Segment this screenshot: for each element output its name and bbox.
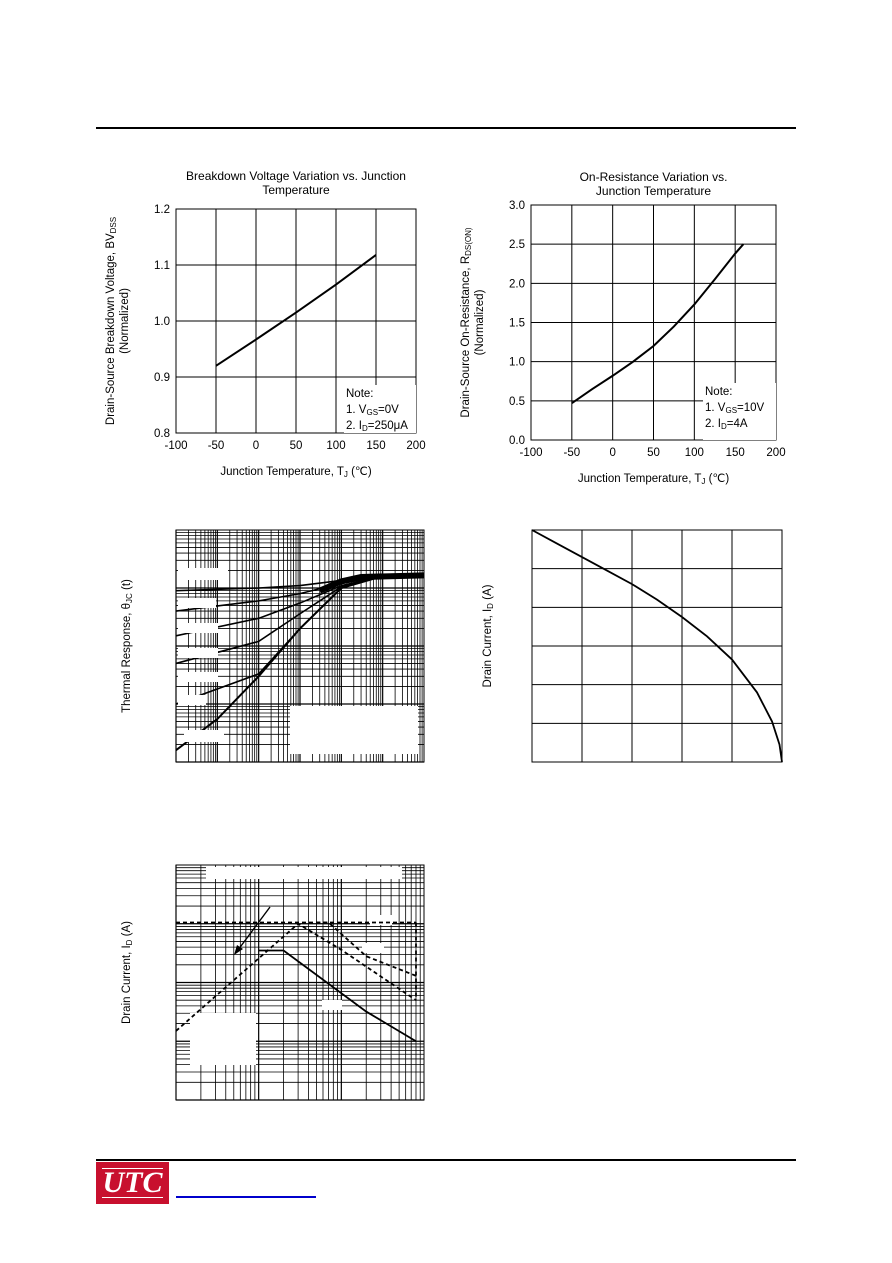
safe-operating-area-chart: Drain Current, ID (A) <box>121 864 425 1101</box>
soa-limit-line <box>316 921 417 977</box>
masked-label-area <box>362 943 384 953</box>
note-box <box>344 385 416 433</box>
x-tick-label: 50 <box>647 447 660 459</box>
masked-label-area <box>290 706 418 754</box>
y-tick-label: 1.1 <box>154 260 170 272</box>
x-tick-label: -50 <box>564 447 581 459</box>
x-tick-label: 100 <box>326 440 345 452</box>
y-tick-label: 2.5 <box>509 239 525 251</box>
masked-label-area <box>178 648 218 658</box>
note-title: Note: <box>705 386 733 398</box>
x-axis-label: Junction Temperature, TJ (℃) <box>220 466 372 479</box>
y-axis-label-normalized: (Normalized) <box>474 289 486 355</box>
y-tick-label: 0.9 <box>154 372 170 384</box>
x-tick-label: -50 <box>208 440 225 452</box>
x-tick-label: 200 <box>766 447 785 459</box>
masked-label-area <box>190 1013 256 1065</box>
drain-current-curve <box>531 529 783 763</box>
on-resistance-chart: On-Resistance Variation vs.Junction Temp… <box>460 170 786 486</box>
masked-label-area <box>178 623 218 633</box>
plot-frame <box>175 529 425 763</box>
chart-title-line: Breakdown Voltage Variation vs. Junction <box>186 169 406 183</box>
x-tick-label: 200 <box>406 440 425 452</box>
x-tick-label: -100 <box>519 447 542 459</box>
y-tick-label: 0.0 <box>509 435 525 447</box>
chart-title-line: Temperature <box>262 183 330 197</box>
x-tick-label: 0 <box>609 447 615 459</box>
y-axis-label: Thermal Response, θJC (t) <box>121 579 134 713</box>
series-line <box>215 254 377 367</box>
chart-title-line: On-Resistance Variation vs. <box>580 170 728 184</box>
y-tick-label: 3.0 <box>509 200 525 212</box>
annotation-arrowhead <box>234 945 243 955</box>
header-rule <box>96 127 796 129</box>
masked-label-area <box>178 672 218 682</box>
x-tick-label: 50 <box>290 440 303 452</box>
x-tick-label: 0 <box>253 440 259 452</box>
masked-label-area <box>184 730 224 742</box>
x-tick-label: -100 <box>164 440 187 452</box>
footer-link[interactable] <box>176 1195 316 1198</box>
x-tick-label: 150 <box>366 440 385 452</box>
plot-frame <box>531 529 783 763</box>
masked-label-area <box>178 568 228 580</box>
note-box <box>703 383 776 440</box>
x-tick-label: 100 <box>685 447 704 459</box>
footer-rule <box>96 1159 796 1161</box>
masked-label-area <box>178 695 206 705</box>
breakdown-voltage-chart: Breakdown Voltage Variation vs. Junction… <box>105 169 426 479</box>
masked-label-area <box>322 1000 342 1010</box>
thermal-response-chart: Thermal Response, θJC (t) <box>121 529 425 763</box>
y-tick-label: 1.0 <box>509 357 525 369</box>
series-line <box>571 243 745 405</box>
y-tick-label: 2.0 <box>509 278 525 290</box>
masked-label-area <box>206 867 402 879</box>
y-axis-label: Drain Current, ID (A) <box>121 921 134 1024</box>
masked-label-area <box>178 598 216 608</box>
y-axis-label: Drain-Source Breakdown Voltage, BVDSS <box>105 217 118 425</box>
masked-label-area <box>370 915 392 925</box>
y-tick-label: 1.0 <box>154 316 170 328</box>
y-axis-label-normalized: (Normalized) <box>119 288 131 354</box>
y-tick-label: 1.5 <box>509 318 525 330</box>
annotation-arrow <box>237 906 271 951</box>
y-tick-label: 0.8 <box>154 428 170 440</box>
drain-current-vs-temperature-chart: Drain Current, ID (A) <box>482 529 783 763</box>
plot-frame <box>175 208 417 434</box>
chart-title-line: Junction Temperature <box>596 184 712 198</box>
note-title: Note: <box>346 388 374 400</box>
y-tick-label: 1.2 <box>154 204 170 216</box>
note-line: 1. VGS=0V <box>346 404 399 417</box>
x-axis-label: Junction Temperature, TJ (℃) <box>578 473 730 486</box>
thermal-response-band <box>318 572 425 594</box>
y-axis-label: Drain-Source On-Resistance, RDS(ON) <box>460 227 473 417</box>
note-line: 2. ID=250μA <box>346 420 408 433</box>
soa-limit-line <box>258 949 417 1043</box>
plot-frame <box>175 864 425 1101</box>
utc-logo: UTC <box>96 1162 169 1204</box>
note-line: 1. VGS=10V <box>705 402 765 415</box>
y-tick-label: 0.5 <box>509 396 525 408</box>
plot-frame <box>530 204 777 441</box>
x-tick-label: 150 <box>726 447 745 459</box>
note-line: 2. ID=4A <box>705 418 748 431</box>
y-axis-label: Drain Current, ID (A) <box>482 584 495 687</box>
